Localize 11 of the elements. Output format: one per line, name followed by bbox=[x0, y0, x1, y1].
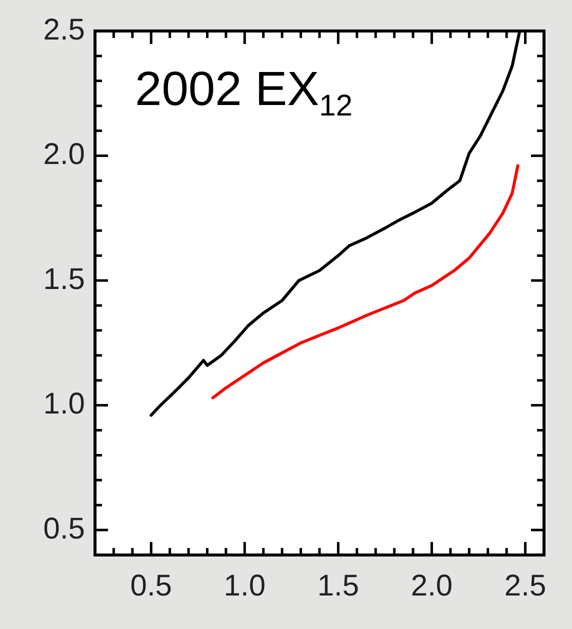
x-tick-label: 2.5 bbox=[504, 569, 546, 602]
x-tick-label: 1.5 bbox=[317, 569, 360, 602]
x-tick-label: 0.5 bbox=[130, 569, 172, 602]
y-tick-label: 2.0 bbox=[43, 138, 85, 172]
x-tick-label: 1.0 bbox=[224, 569, 266, 602]
annotation: 2002 EX$_{12}$ bbox=[135, 62, 353, 124]
y-tick-label: 1.0 bbox=[43, 388, 85, 421]
y-tick-label: 1.5 bbox=[43, 262, 85, 296]
y-tick-label: 0.5 bbox=[43, 512, 85, 546]
y-tick-label: 2.5 bbox=[43, 13, 85, 46]
x-tick-label: 2.0 bbox=[410, 569, 453, 602]
